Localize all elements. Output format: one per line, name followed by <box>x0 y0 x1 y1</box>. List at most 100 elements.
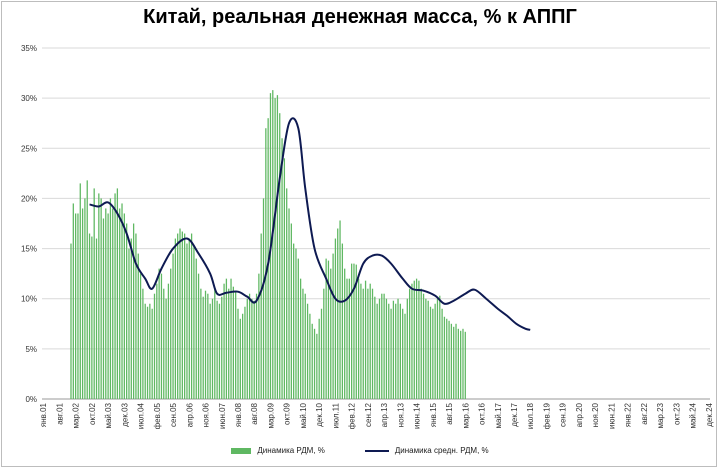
bar <box>408 288 411 399</box>
bar <box>126 223 128 399</box>
bar <box>132 223 135 399</box>
bar <box>351 263 353 399</box>
bar <box>149 303 151 399</box>
y-tick-label: 35% <box>21 44 37 53</box>
legend-item-line: Динамика средн. РДМ, % <box>364 446 489 455</box>
bar <box>309 313 311 399</box>
bar <box>304 293 306 399</box>
x-tick-label: апр.06 <box>185 402 194 427</box>
bar <box>116 188 119 399</box>
bar <box>283 158 286 399</box>
chart-title: Китай, реальная денежная масса, % к АППГ <box>143 6 577 28</box>
bar <box>195 258 197 399</box>
bar <box>362 288 364 399</box>
legend-label-bars: Динамика РДМ, % <box>257 446 325 455</box>
bar <box>360 283 362 399</box>
bar <box>232 286 234 399</box>
bar <box>146 306 149 399</box>
bar <box>323 288 325 399</box>
bar <box>404 313 406 399</box>
x-tick-label: сен.19 <box>559 402 568 427</box>
bar <box>188 238 190 399</box>
y-tick-label: 10% <box>21 295 37 304</box>
x-tick-label: ноя.13 <box>396 402 405 427</box>
bar <box>434 303 436 399</box>
bar <box>246 298 248 399</box>
bar <box>455 323 457 399</box>
bar <box>214 288 216 399</box>
bar <box>119 208 121 399</box>
x-tick-label: июн.14 <box>413 402 422 429</box>
x-tick-label: мар.23 <box>656 402 665 428</box>
bar <box>130 238 132 399</box>
bar <box>330 268 332 399</box>
legend-swatch-line <box>364 449 389 452</box>
y-tick-label: 0% <box>25 395 37 404</box>
bar <box>258 273 260 399</box>
x-tick-label: ноя.20 <box>591 402 600 427</box>
bar <box>341 243 344 399</box>
x-tick-label: апр.13 <box>380 402 389 427</box>
x-tick-label: мар.16 <box>461 402 470 428</box>
bar <box>218 303 221 399</box>
bar <box>281 138 283 399</box>
bar <box>107 213 109 399</box>
bar <box>79 183 81 399</box>
bar <box>432 308 434 399</box>
bar <box>422 293 425 399</box>
bar <box>279 113 281 399</box>
bar <box>112 208 114 399</box>
bar <box>344 268 346 399</box>
bar <box>290 223 292 399</box>
bar <box>392 300 395 399</box>
bar <box>184 233 186 399</box>
bar <box>241 313 244 399</box>
x-tick-label: дек.03 <box>120 402 129 426</box>
bar <box>457 328 459 399</box>
bar <box>255 293 258 399</box>
bar <box>81 208 84 399</box>
bar <box>135 233 137 399</box>
x-tick-label: фев.05 <box>153 402 162 429</box>
x-tick-label: апр.20 <box>575 402 584 427</box>
x-tick-label: янв.08 <box>234 402 243 427</box>
bar <box>190 233 193 399</box>
bar <box>453 326 455 399</box>
bar <box>378 298 381 399</box>
bar <box>325 258 327 399</box>
bar <box>174 238 177 399</box>
bar <box>402 308 404 399</box>
bar <box>181 231 183 399</box>
bar <box>186 243 188 399</box>
x-tick-label: авг.22 <box>640 402 649 424</box>
x-tick-label: дек.24 <box>705 402 714 426</box>
bar <box>443 316 446 399</box>
bar <box>200 288 202 399</box>
bar <box>144 303 146 399</box>
bar <box>228 288 230 399</box>
bar <box>204 290 207 399</box>
bar <box>346 278 348 399</box>
bar <box>446 318 448 399</box>
bar <box>339 220 341 399</box>
bar <box>139 273 142 399</box>
bar <box>160 273 163 399</box>
x-tick-label: окт.09 <box>283 402 292 424</box>
bar <box>439 295 441 399</box>
x-tick-label: май.17 <box>494 402 503 428</box>
y-tick-label: 30% <box>21 94 37 103</box>
chart-legend: Динамика РДМ, % Динамика средн. РДМ, % <box>0 446 720 455</box>
bar <box>441 308 443 399</box>
bar <box>74 213 77 399</box>
bar <box>153 293 156 399</box>
bar <box>84 198 86 399</box>
bar <box>427 300 429 399</box>
x-tick-label: авг.01 <box>55 402 64 424</box>
y-tick-label: 15% <box>21 245 37 254</box>
bar <box>177 233 179 399</box>
bar <box>297 258 299 399</box>
bar <box>121 203 123 399</box>
bar <box>306 303 309 399</box>
bar <box>295 248 297 399</box>
bar <box>367 288 369 399</box>
